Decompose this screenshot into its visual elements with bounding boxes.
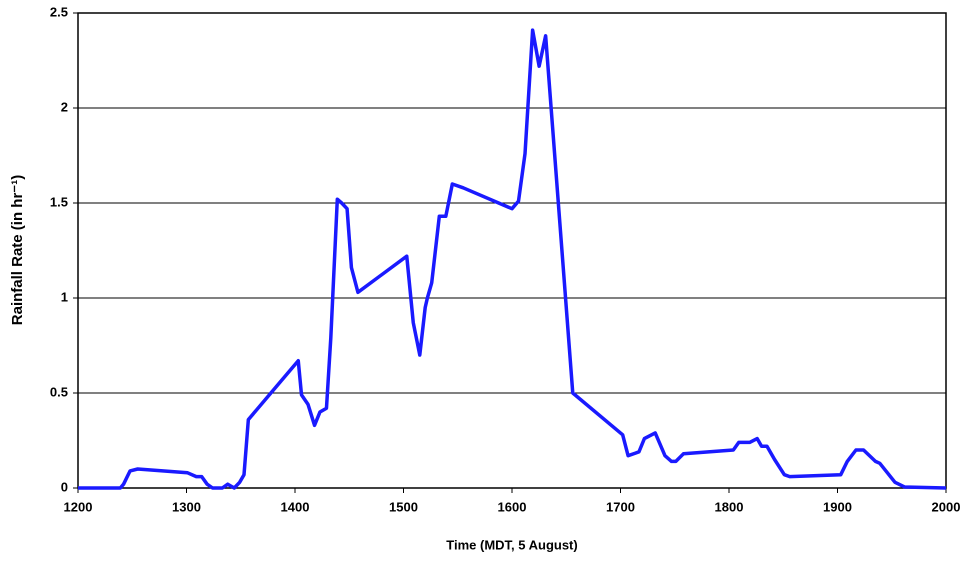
y-axis-label: Rainfall Rate (in hr⁻¹) — [9, 175, 26, 325]
y-tick-label: 2.5 — [50, 4, 68, 19]
data-line — [78, 28, 947, 490]
x-tick-label: 1200 — [64, 499, 93, 514]
y-tick-label: 1 — [61, 289, 68, 304]
y-tick-label: 0 — [61, 479, 68, 494]
plot-frame — [77, 12, 947, 489]
x-tick-label: 1600 — [498, 499, 527, 514]
x-axis-label: Time (MDT, 5 August) — [446, 537, 577, 552]
x-tick-label: 1500 — [389, 499, 418, 514]
x-tick-label: 1800 — [715, 499, 744, 514]
x-tick-label: 1700 — [606, 499, 635, 514]
y-tick-label: 0.5 — [50, 384, 68, 399]
y-tick-label: 1.5 — [50, 194, 68, 209]
x-tick-label: 1900 — [823, 499, 852, 514]
x-tick-label: 2000 — [932, 499, 961, 514]
y-tick-label: 2 — [61, 99, 68, 114]
x-tick-label: 1400 — [281, 499, 310, 514]
x-tick-label: 1300 — [172, 499, 201, 514]
